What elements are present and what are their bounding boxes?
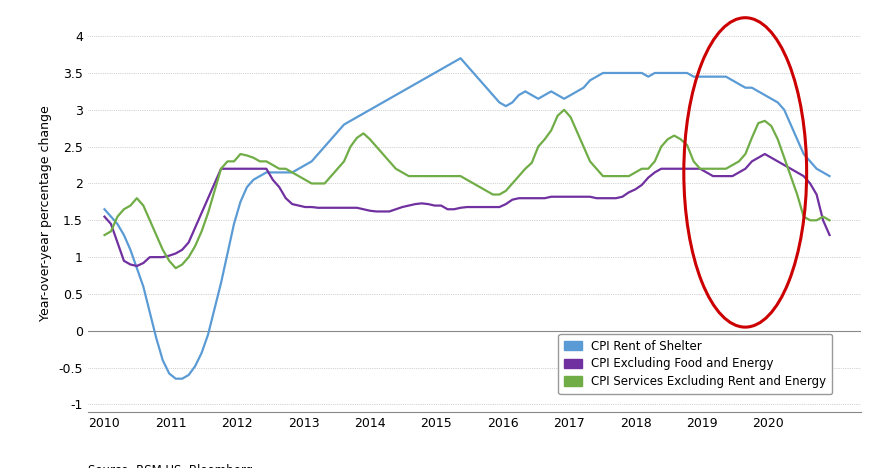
Legend: CPI Rent of Shelter, CPI Excluding Food and Energy, CPI Services Excluding Rent : CPI Rent of Shelter, CPI Excluding Food … bbox=[558, 334, 831, 394]
Y-axis label: Year-over-year percentage change: Year-over-year percentage change bbox=[39, 105, 52, 321]
Text: Source: RSM US, Bloomberg: Source: RSM US, Bloomberg bbox=[88, 463, 253, 468]
